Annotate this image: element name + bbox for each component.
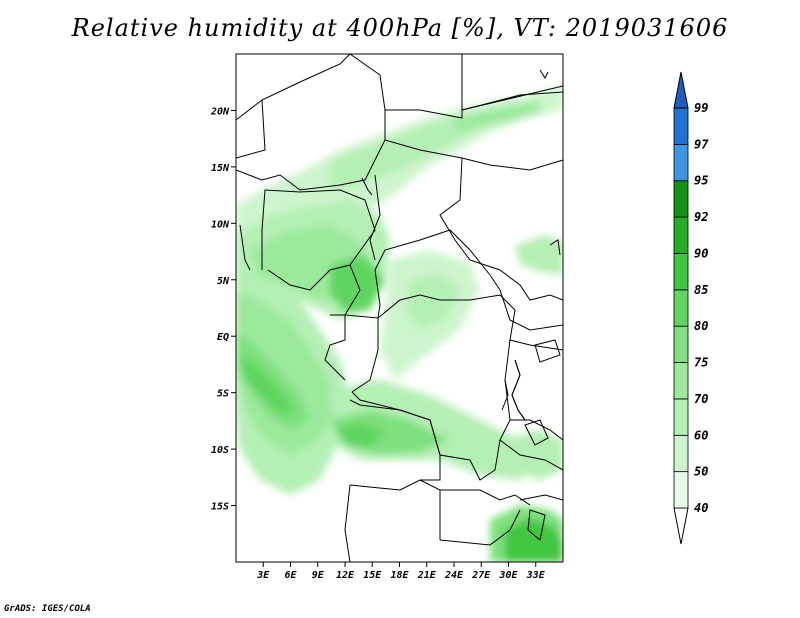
colorbar-under-triangle bbox=[673, 507, 689, 545]
colorbar-label: 97 bbox=[694, 137, 709, 151]
colorbar-segment bbox=[673, 398, 689, 436]
colorbar-label: 75 bbox=[694, 356, 708, 370]
colorbar-label: 70 bbox=[694, 392, 708, 406]
lon-tick-label: 30E bbox=[498, 570, 518, 581]
colorbar-segment bbox=[673, 253, 689, 291]
colorbar-segment bbox=[673, 180, 689, 218]
colorbar-label: 80 bbox=[694, 319, 708, 333]
humidity-field bbox=[236, 86, 563, 562]
colorbar-segment bbox=[673, 325, 689, 363]
lon-tick-label: 21E bbox=[417, 570, 437, 581]
colorbar-label: 92 bbox=[694, 210, 708, 224]
lat-tick-label: 5N bbox=[217, 276, 230, 287]
colorbar-segment bbox=[673, 143, 689, 182]
lon-tick-label: 33E bbox=[526, 570, 546, 581]
lat-tick-label: 15S bbox=[211, 502, 229, 513]
lon-tick-label: 24E bbox=[444, 570, 464, 581]
colorbar-segment bbox=[673, 216, 689, 254]
lon-tick-label: 15E bbox=[363, 570, 382, 581]
colorbar-label: 90 bbox=[694, 246, 708, 260]
colorbar-segment bbox=[673, 434, 689, 473]
lat-tick-label: 5S bbox=[217, 389, 229, 400]
colorbar-label: 99 bbox=[694, 101, 708, 115]
lat-tick-label: 10S bbox=[211, 445, 229, 456]
latitude-axis: 20N 15N 10N 5N EQ 5S 10S 15S bbox=[210, 106, 236, 513]
lat-tick-label: 15N bbox=[211, 163, 230, 174]
colorbar-over-triangle bbox=[673, 71, 689, 109]
lon-tick-label: 9E bbox=[312, 570, 325, 581]
lon-tick-label: 18E bbox=[390, 570, 409, 581]
colorbar-segment bbox=[673, 362, 689, 400]
lat-tick-label: 20N bbox=[210, 106, 230, 117]
colorbar-label: 85 bbox=[694, 283, 708, 297]
colorbar-segment bbox=[673, 289, 689, 327]
colorbar-label: 50 bbox=[694, 465, 708, 479]
lat-tick-label: EQ bbox=[217, 332, 229, 343]
colorbar-segment bbox=[673, 471, 689, 509]
colorbar-label: 60 bbox=[694, 428, 708, 442]
longitude-axis: 3E 6E 9E 12E 15E 18E 21E 24E 27E 30E 33E bbox=[256, 562, 546, 581]
lon-tick-label: 6E bbox=[284, 570, 297, 581]
grads-credit: GrADS: IGES/COLA bbox=[4, 604, 91, 614]
lat-tick-label: 10N bbox=[211, 219, 230, 230]
colorbar-segment bbox=[673, 107, 689, 145]
country-borders bbox=[236, 54, 563, 562]
colorbar: 40 50 60 70 75 80 85 90 92 95 97 99 bbox=[673, 71, 709, 545]
lon-tick-label: 27E bbox=[471, 570, 491, 581]
lon-tick-label: 12E bbox=[336, 570, 355, 581]
colorbar-label: 40 bbox=[694, 501, 708, 515]
lon-tick-label: 3E bbox=[256, 570, 270, 581]
map-title: Relative humidity at 400hPa [%], VT: 201… bbox=[71, 14, 729, 42]
colorbar-label: 95 bbox=[694, 174, 708, 188]
